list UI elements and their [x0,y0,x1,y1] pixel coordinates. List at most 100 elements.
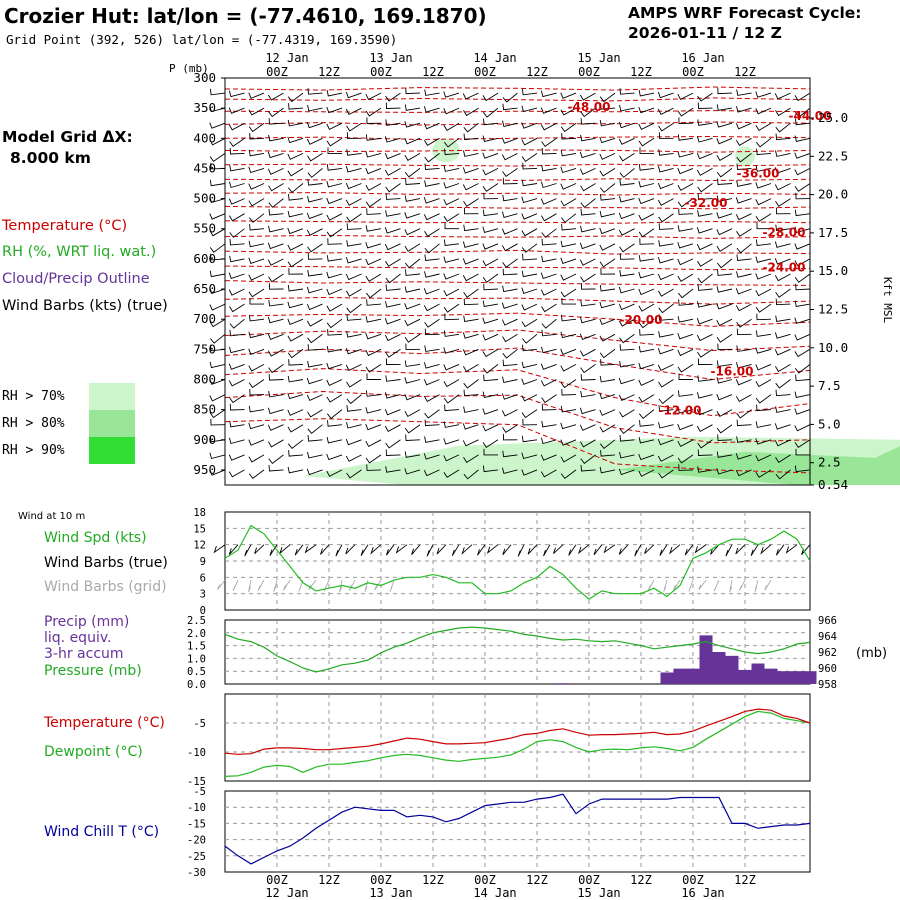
wind-barb [794,209,811,217]
panel-frame [224,790,811,873]
wind-barb [716,468,733,475]
wind-barb [638,453,655,461]
wind-barb [443,122,460,132]
wind-barb [521,137,538,146]
wind-barb [716,228,733,236]
date-label-bottom: 16 Jan [681,886,724,900]
wind-barb [345,198,362,206]
wind-barb [346,331,362,338]
wind-barb [268,208,284,216]
wind-barb [580,208,596,216]
surface-wind-barb-grid [273,579,278,592]
isotherm-contour [224,234,811,239]
wind-barb [424,243,440,254]
wind-barb [775,298,791,306]
wind-barb [482,167,499,176]
wind-barb [501,302,518,309]
wind-barb [775,150,791,157]
wind-barb [307,333,323,344]
wind-barb [639,329,655,336]
wind-barb [677,107,694,117]
wind-barb [599,227,616,235]
wind-barb [579,92,596,101]
surface-wind-barb [644,544,655,555]
isotherm-contour [224,296,811,305]
height-tick-label: 7.5 [818,378,841,393]
wind-barb [462,183,479,191]
surface-wind-barb-grid [308,579,317,590]
wind-barb [482,209,499,217]
wind-barb [794,424,811,432]
wind-barb [209,409,226,419]
wind-barb [366,373,381,380]
wind-barb [697,92,713,102]
wind-barb [560,122,577,133]
wind-barb [541,137,557,148]
pressure-y-tick: 960 [818,663,837,675]
wind-barb [365,454,382,464]
wind-barb [209,452,226,460]
wind-barb [267,407,284,415]
time-tick-label-top: 12Z [734,65,756,79]
wind-barb [209,270,226,278]
wind-barb [580,118,596,125]
wind-barb [307,270,323,277]
wind-barb [735,394,752,403]
wind-barb [209,318,226,328]
wind-barb [327,329,343,336]
wind-barb [736,89,752,96]
wind-barb [267,242,284,250]
time-tick-label-top: 00Z [682,65,704,79]
wind-barb [697,273,713,284]
wind-barb [716,360,733,367]
wind-barb [540,469,557,478]
wind-barb [209,469,226,476]
wind-barb [774,241,791,248]
wind-barb [209,179,226,187]
rh-region [615,446,900,485]
wind-barb [658,331,674,338]
wind-barb [502,359,518,367]
wind-barb [228,437,245,445]
surface-wind-barb-grid [364,579,369,592]
chill-y-tick: -25 [187,851,206,863]
wind-barb [501,409,518,417]
wind-barb [560,92,577,99]
wind-barb [385,210,401,217]
wind-barb [345,438,362,446]
wind-barb [210,418,226,426]
wind-barb [775,389,791,397]
wind-barb [599,285,616,292]
wind-barb [443,347,460,354]
wind-barb [385,284,401,291]
wind-barb [228,181,245,189]
wind-barb [794,273,811,283]
wind-barb [658,379,674,388]
wind-barb [775,364,791,373]
wind-panel-header: Wind at 10 m [18,511,85,522]
wind-barb [326,106,343,114]
wind-barb [268,464,284,472]
wind-barb [717,343,733,351]
wind-barb [619,451,635,459]
wind-barb [540,454,557,461]
wind-barb [443,239,460,247]
wind-barb [268,454,284,465]
wind-barb [638,303,655,312]
wind-barb [326,255,343,262]
wind-barb [521,88,538,96]
wind-barb [248,273,265,281]
wind-barb [463,150,479,157]
wind-barb [794,439,811,449]
wind-barb [365,107,382,117]
wind-speed-label: Wind Spd (kts) [44,530,147,546]
isotherm-label: -12.00 [659,403,702,417]
wind-barb [697,449,713,456]
wind-barb [619,243,635,253]
wind-barb [619,253,635,260]
wind-barb [696,168,713,176]
pressure-y-tick: 964 [818,631,837,643]
wind-barb [365,288,382,299]
pressure-tick-label: 550 [193,221,216,236]
wind-barb [483,283,499,291]
